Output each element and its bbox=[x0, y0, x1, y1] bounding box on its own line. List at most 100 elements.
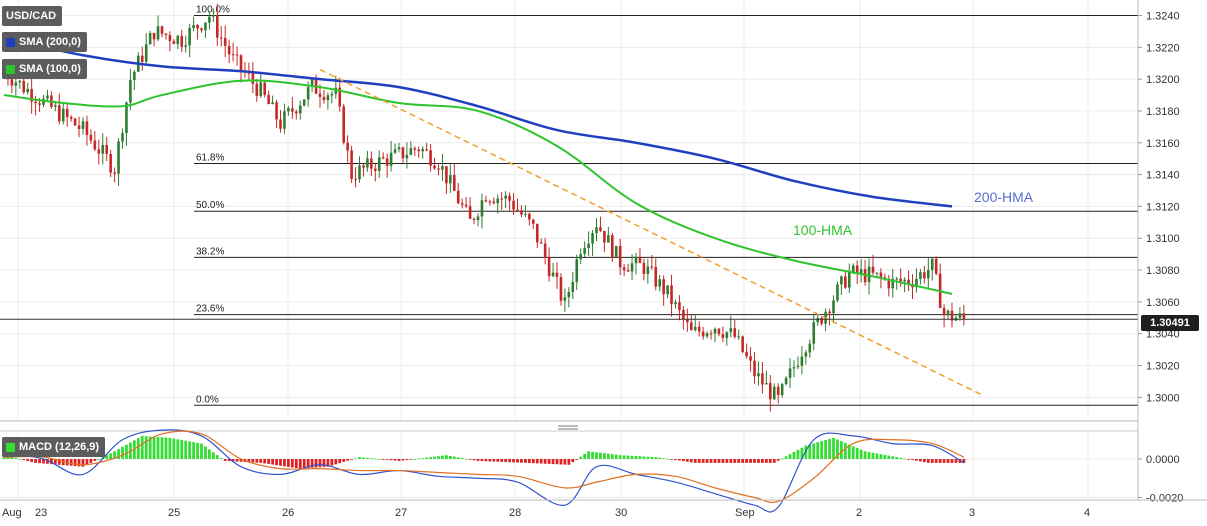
candle-body bbox=[65, 108, 69, 117]
macd-histogram-bar bbox=[409, 459, 413, 460]
candle-body bbox=[512, 200, 515, 210]
candle-body bbox=[287, 108, 290, 112]
macd-histogram-bar bbox=[369, 458, 373, 460]
time-tick-label: Aug bbox=[2, 507, 22, 519]
macd-histogram-bar bbox=[772, 459, 776, 463]
candle-body bbox=[887, 278, 891, 289]
macd-histogram-bar bbox=[42, 459, 45, 464]
macd-histogram-bar bbox=[34, 459, 37, 463]
macd-histogram-bar bbox=[480, 459, 484, 462]
candle-body bbox=[362, 165, 365, 168]
candle-body bbox=[152, 33, 156, 40]
macd-histogram-bar bbox=[413, 459, 417, 460]
symbol-tag[interactable]: USD/CAD bbox=[2, 6, 63, 26]
candle-body bbox=[389, 152, 393, 166]
macd-histogram-bar bbox=[208, 449, 211, 459]
candle-body bbox=[607, 235, 610, 243]
candle-body bbox=[792, 367, 796, 369]
candle-body bbox=[227, 45, 231, 55]
candle-body bbox=[725, 332, 729, 338]
candle-body bbox=[583, 248, 586, 254]
candle-body bbox=[614, 245, 618, 259]
candle-body bbox=[472, 218, 476, 221]
candle-body bbox=[374, 168, 377, 171]
macd-histogram-bar bbox=[606, 453, 610, 459]
macd-histogram-bar bbox=[366, 457, 369, 459]
macd-histogram-bar bbox=[622, 455, 626, 459]
price-tick-label: 1.3040 bbox=[1146, 329, 1180, 341]
macd-histogram-bar bbox=[599, 452, 602, 459]
candle-body bbox=[927, 269, 930, 279]
candle-body bbox=[626, 270, 630, 272]
candle-body bbox=[840, 276, 843, 285]
macd-histogram-bar bbox=[433, 456, 436, 459]
macd-histogram-bar bbox=[472, 459, 476, 461]
candle-body bbox=[551, 272, 555, 277]
price-tick-label: 1.3240 bbox=[1146, 11, 1180, 23]
candle-body bbox=[891, 278, 895, 289]
candle-body bbox=[366, 158, 369, 168]
price-tick-label: 1.3160 bbox=[1146, 138, 1180, 150]
macd-tag[interactable]: MACD (12,26,9) bbox=[2, 437, 106, 457]
macd-histogram-bar bbox=[717, 459, 721, 463]
macd-histogram-bar bbox=[768, 459, 772, 463]
time-tick-label: 4 bbox=[1084, 507, 1090, 519]
candle-body bbox=[42, 98, 45, 105]
macd-histogram-bar bbox=[543, 459, 547, 464]
macd-histogram-bar bbox=[263, 459, 267, 464]
macd-histogram-bar bbox=[512, 459, 515, 463]
candle-body bbox=[504, 195, 507, 199]
candle-body bbox=[524, 213, 527, 215]
candle-body bbox=[38, 103, 41, 105]
sma200-label: SMA (200,0) bbox=[19, 36, 81, 48]
macd-histogram-bar bbox=[891, 456, 895, 459]
candle-body bbox=[445, 166, 448, 184]
macd-histogram-bar bbox=[887, 455, 891, 459]
macd-histogram-bar bbox=[666, 458, 669, 460]
candle-body bbox=[429, 150, 432, 166]
macd-histogram-bar bbox=[883, 454, 887, 459]
candle-body bbox=[808, 343, 812, 353]
candle-body bbox=[547, 257, 551, 277]
candle-body bbox=[231, 54, 235, 56]
sma100-tag[interactable]: SMA (100,0) bbox=[2, 59, 87, 79]
candle-body bbox=[701, 331, 705, 337]
candle-body bbox=[235, 54, 239, 56]
candle-body bbox=[342, 106, 345, 143]
candle-body bbox=[453, 175, 456, 191]
macd-histogram-bar bbox=[678, 459, 681, 461]
candle-body bbox=[796, 365, 800, 368]
sma200-swatch bbox=[6, 37, 15, 47]
candle-body bbox=[354, 178, 357, 180]
candle-body bbox=[571, 281, 575, 292]
candle-body bbox=[753, 360, 756, 377]
candle-body bbox=[239, 55, 243, 71]
candle-body bbox=[433, 165, 436, 169]
candle-body bbox=[156, 26, 160, 40]
macd-histogram-bar bbox=[761, 459, 764, 463]
macd-histogram-bar bbox=[725, 459, 729, 463]
candle-body bbox=[22, 80, 26, 93]
macd-histogram-bar bbox=[642, 456, 646, 459]
candle-body bbox=[638, 256, 642, 263]
macd-histogram-bar bbox=[938, 459, 942, 463]
candle-body bbox=[923, 272, 926, 279]
macd-histogram-bar bbox=[338, 459, 342, 464]
candlesticks bbox=[2, 3, 966, 412]
macd-histogram-bar bbox=[796, 449, 800, 459]
candle-body bbox=[164, 33, 168, 36]
candle-body bbox=[962, 313, 966, 319]
macd-histogram-bar bbox=[429, 457, 432, 459]
macd-histogram-bar bbox=[701, 459, 705, 463]
candle-body bbox=[212, 15, 215, 17]
candle-body bbox=[812, 322, 816, 344]
macd-histogram-bar bbox=[863, 451, 867, 459]
candle-body bbox=[784, 377, 788, 385]
macd-histogram-bar bbox=[468, 459, 472, 460]
macd-histogram-bar bbox=[362, 457, 365, 459]
candle-body bbox=[488, 201, 492, 203]
macd-histogram-bar bbox=[358, 457, 361, 459]
macd-histogram-bar bbox=[662, 458, 666, 460]
candle-body bbox=[105, 144, 108, 154]
sma200-tag[interactable]: SMA (200,0) bbox=[2, 32, 87, 52]
